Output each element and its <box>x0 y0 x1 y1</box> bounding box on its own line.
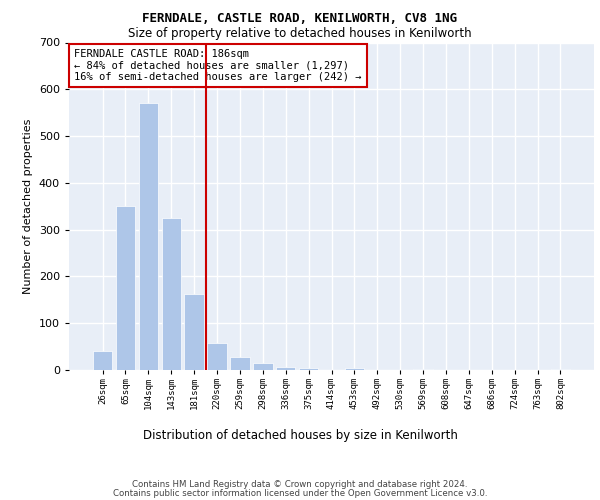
Bar <box>276 366 295 370</box>
Text: Contains HM Land Registry data © Crown copyright and database right 2024.: Contains HM Land Registry data © Crown c… <box>132 480 468 489</box>
Bar <box>299 368 319 370</box>
Bar <box>184 294 204 370</box>
Bar <box>93 352 112 370</box>
Bar <box>230 357 250 370</box>
Text: Size of property relative to detached houses in Kenilworth: Size of property relative to detached ho… <box>128 28 472 40</box>
Bar <box>344 368 364 370</box>
Text: Contains public sector information licensed under the Open Government Licence v3: Contains public sector information licen… <box>113 488 487 498</box>
Bar <box>253 363 272 370</box>
Bar <box>139 104 158 370</box>
Bar <box>116 206 135 370</box>
Y-axis label: Number of detached properties: Number of detached properties <box>23 118 33 294</box>
Bar <box>161 218 181 370</box>
Bar <box>208 343 227 370</box>
Bar <box>413 368 433 370</box>
Bar <box>551 368 570 370</box>
Text: Distribution of detached houses by size in Kenilworth: Distribution of detached houses by size … <box>143 430 457 442</box>
Text: FERNDALE CASTLE ROAD: 186sqm
← 84% of detached houses are smaller (1,297)
16% of: FERNDALE CASTLE ROAD: 186sqm ← 84% of de… <box>74 49 362 82</box>
Text: FERNDALE, CASTLE ROAD, KENILWORTH, CV8 1NG: FERNDALE, CASTLE ROAD, KENILWORTH, CV8 1… <box>143 12 458 26</box>
